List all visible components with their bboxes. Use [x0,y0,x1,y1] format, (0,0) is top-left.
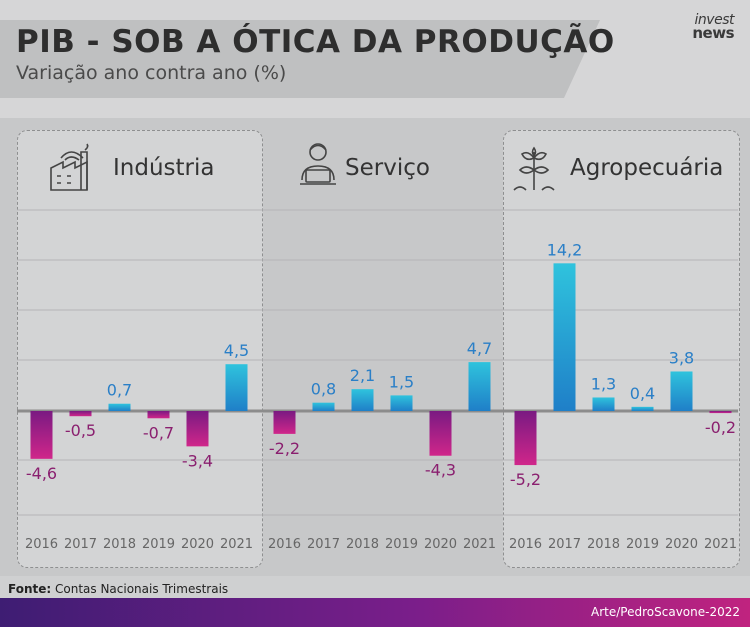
data-label: 1,3 [591,374,616,393]
x-tick-label: 2021 [463,537,496,552]
bar [514,411,537,466]
bar [631,406,654,411]
page-title: PIB - SOB A ÓTICA DA PRODUÇÃO [16,24,615,60]
data-label: -0,2 [705,418,736,437]
plant-icon [513,146,555,191]
factory-icon [50,143,89,191]
bar [468,362,491,411]
bar [147,411,170,419]
credit-text: Arte/PedroScavone-2022 [591,605,740,619]
x-tick-label: 2018 [103,537,136,552]
footer-bar [0,598,750,627]
x-tick-label: 2017 [64,537,97,552]
bar [390,395,413,411]
x-tick-label: 2021 [220,537,253,552]
data-label: -2,2 [269,439,300,458]
x-tick-label: 2019 [626,537,659,552]
x-tick-label: 2019 [142,537,175,552]
page-subtitle: Variação ano contra ano (%) [16,62,287,84]
x-tick-label: 2016 [25,537,58,552]
data-label: 0,8 [311,380,336,399]
bar [351,389,374,411]
bar [108,403,131,411]
chart-svg: Indústria -4,6 2016 -0,5 2017 0,7 2018 -0,7 2019… [17,143,738,552]
data-label: -3,4 [182,451,213,470]
bar [273,411,296,434]
x-tick-label: 2021 [704,537,737,552]
logo-bottom-text: news [692,24,734,42]
gridlines [17,209,738,516]
bar [312,402,335,411]
chart-marks: Indústria -4,6 2016 -0,5 2017 0,7 2018 -0,7 2019… [25,155,737,552]
header: PIB - SOB A ÓTICA DA PRODUÇÃO Variação a… [0,0,750,118]
data-label: 4,7 [467,339,492,358]
x-tick-label: 2020 [181,537,214,552]
title-band [0,20,600,98]
data-label: 0,7 [107,381,132,400]
data-label: -4,6 [26,464,57,483]
panel-title: Serviço [345,155,430,181]
x-tick-label: 2016 [509,537,542,552]
bar [69,411,92,417]
investnews-logo: invest news [692,12,735,42]
bar [709,411,732,414]
bar [225,364,248,411]
data-label: -5,2 [510,470,541,489]
source-text: Contas Nacionais Trimestrais [55,582,229,596]
bar [670,371,693,411]
bar [186,411,209,447]
panel-title: Agropecuária [570,155,723,181]
x-tick-label: 2017 [307,537,340,552]
data-label: -4,3 [425,461,456,480]
x-tick-label: 2018 [346,537,379,552]
worker-laptop-icon [300,143,336,185]
panel-agropecuaria [503,130,740,568]
bar [30,411,53,459]
logo-top-text: invest [694,12,735,28]
x-tick-label: 2017 [548,537,581,552]
panel-icons [50,143,555,191]
source-note: Fonte: Contas Nacionais Trimestrais [8,582,228,596]
data-label: 4,5 [224,341,249,360]
source-label: Fonte: [8,582,52,596]
panel-title: Indústria [113,155,214,181]
data-label: 14,2 [547,240,583,259]
data-label: 0,4 [630,384,655,403]
x-tick-label: 2018 [587,537,620,552]
data-label: 1,5 [389,372,414,391]
panel-industria [17,130,263,568]
data-label: 3,8 [669,348,694,367]
x-tick-label: 2019 [385,537,418,552]
data-label: 2,1 [350,366,375,385]
x-tick-label: 2020 [665,537,698,552]
x-tick-label: 2016 [268,537,301,552]
bar [553,263,576,411]
bar [429,411,452,456]
x-tick-label: 2020 [424,537,457,552]
data-label: -0,5 [65,421,96,440]
data-label: -0,7 [143,423,174,442]
bar [592,397,615,411]
